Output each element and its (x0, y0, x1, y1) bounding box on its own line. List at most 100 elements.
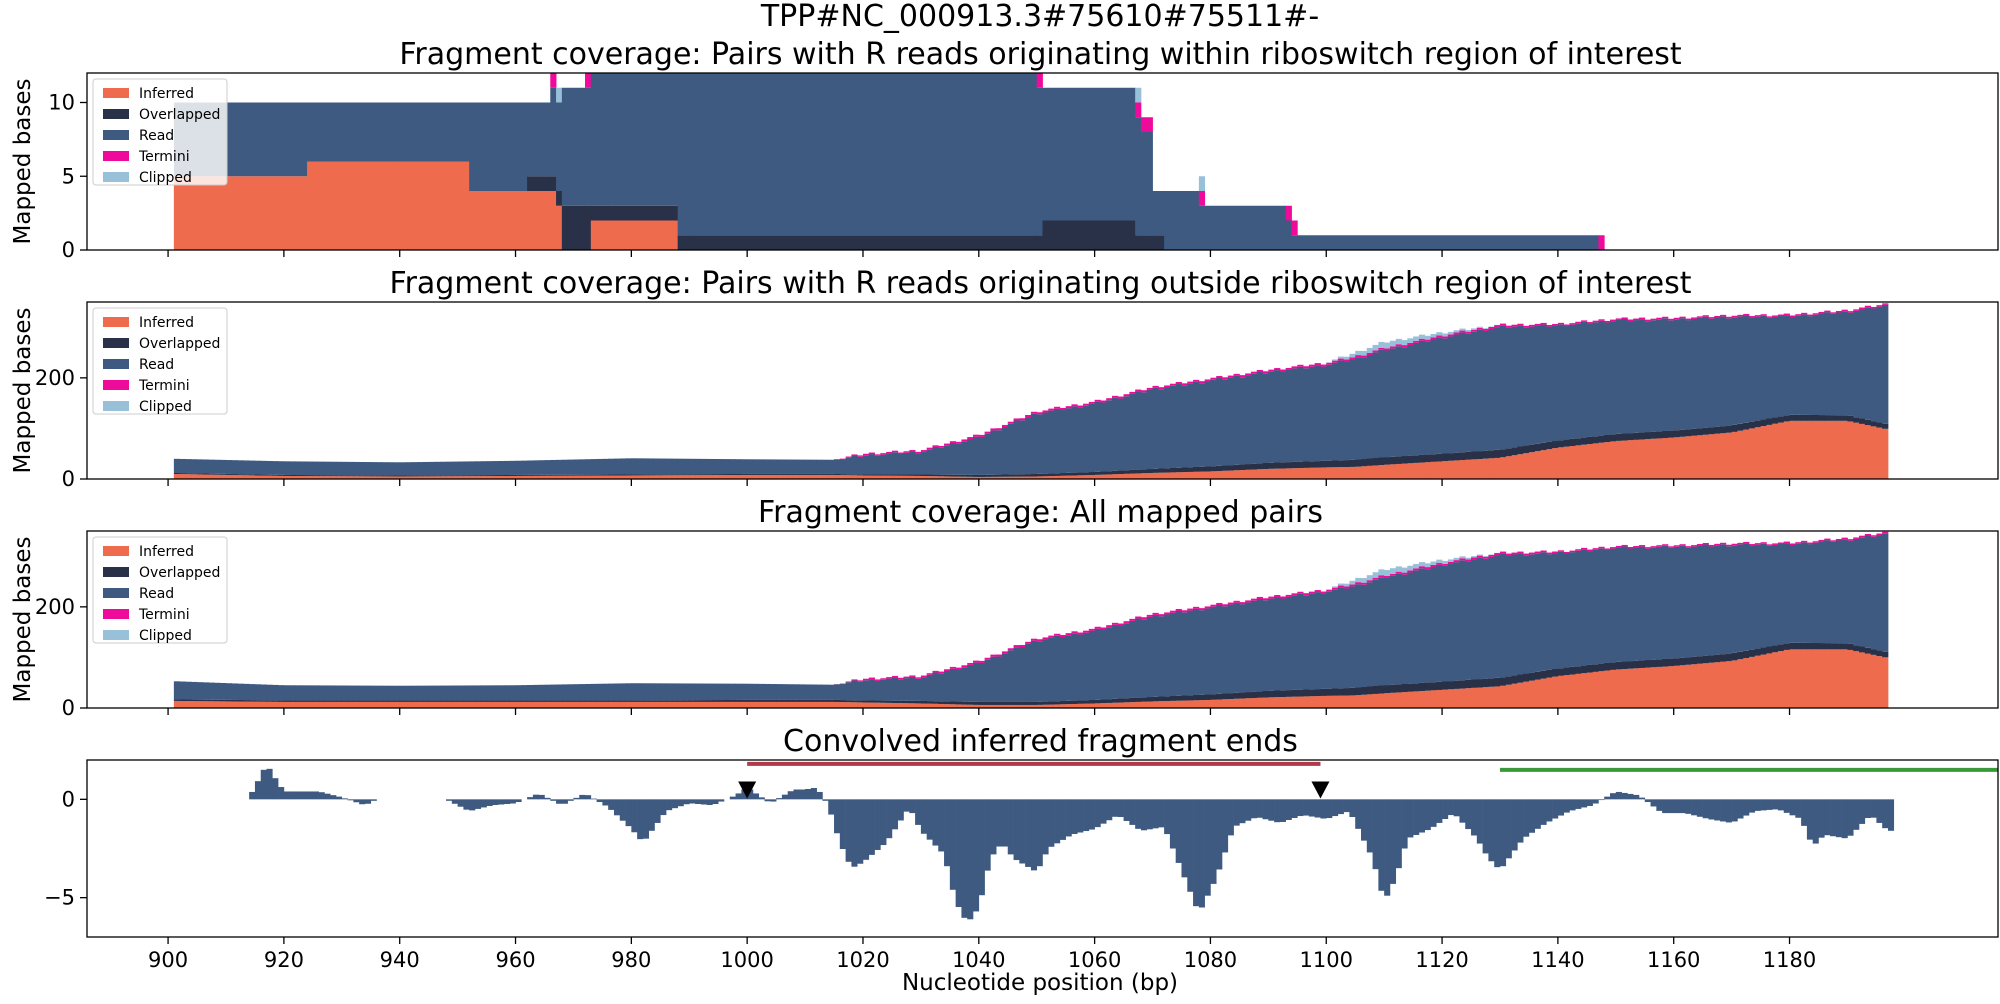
read-area (701, 459, 707, 474)
overlapped-area (1164, 696, 1170, 701)
read-area (840, 459, 846, 474)
read-area (1037, 88, 1043, 236)
inferred-area (1743, 658, 1749, 708)
coverage-step (1210, 605, 1216, 708)
overlapped-area (1784, 643, 1790, 650)
coverage-step (313, 462, 319, 479)
clipped-area (1454, 558, 1460, 560)
read-area (1755, 317, 1761, 421)
coverage-step (1292, 593, 1298, 708)
read-area (1436, 565, 1442, 682)
overlapped-area (1199, 695, 1205, 700)
convolved-bar (1847, 799, 1853, 835)
read-area (1257, 599, 1263, 691)
termini-area (1720, 543, 1726, 545)
coverage-step (1048, 409, 1054, 479)
coverage-step (1604, 548, 1610, 708)
inferred-area (1801, 649, 1807, 708)
read-area (753, 459, 759, 474)
read-area (1865, 535, 1871, 647)
coverage-step (1506, 554, 1512, 708)
overlapped-area (614, 475, 620, 476)
inferred-area (1465, 460, 1471, 479)
coverage-step (1095, 400, 1101, 479)
coverage-step (776, 459, 782, 479)
inferred-area (1349, 467, 1355, 479)
read-area (1604, 322, 1610, 434)
read-area (1349, 586, 1355, 687)
termini-area (1454, 333, 1460, 335)
termini-area (1158, 387, 1164, 389)
overlapped-area (197, 700, 203, 702)
inferred-area (1546, 449, 1552, 479)
overlapped-area (1598, 436, 1604, 443)
termini-area (904, 451, 910, 453)
overlapped-area (1037, 235, 1043, 250)
termini-area (1338, 359, 1344, 361)
termini-area (1535, 324, 1541, 326)
overlapped-area (1292, 690, 1298, 697)
clipped-area (1390, 568, 1396, 574)
coverage-step (979, 435, 985, 479)
termini-area (1315, 363, 1321, 365)
coverage-step (1726, 545, 1732, 708)
inferred-area (1517, 454, 1523, 479)
coverage-step (1373, 345, 1379, 479)
coverage-step (788, 460, 794, 479)
inferred-area (1500, 457, 1506, 479)
convolved-bar (1390, 799, 1396, 884)
inferred-area (1685, 436, 1691, 479)
read-area (197, 459, 203, 473)
convolved-bar (1274, 799, 1280, 822)
convolved-bar (1396, 799, 1402, 868)
coverage-step (1761, 314, 1767, 479)
overlapped-area (1749, 422, 1755, 429)
overlapped-area (1019, 702, 1025, 705)
inferred-area (608, 702, 614, 708)
overlapped-area (950, 475, 956, 477)
inferred-area (1680, 665, 1686, 708)
overlapped-area (1529, 673, 1535, 681)
overlapped-area (1222, 465, 1228, 470)
overlapped-area (365, 700, 371, 702)
overlapped-area (1280, 462, 1286, 468)
termini-area (1112, 396, 1118, 398)
coverage-step (423, 686, 429, 708)
inferred-area (1772, 424, 1778, 479)
coverage-step (724, 684, 730, 708)
overlapped-area (1587, 665, 1593, 673)
termini-area (1824, 539, 1830, 541)
convolved-bar (1089, 799, 1095, 829)
overlapped-area (475, 475, 481, 476)
termini-area (1106, 625, 1112, 627)
read-area (927, 449, 933, 474)
overlapped-area (1315, 689, 1321, 696)
overlapped-area (180, 699, 186, 701)
overlapped-area (226, 474, 232, 475)
read-area (272, 461, 278, 475)
coverage-step (353, 462, 359, 479)
coverage-step (1257, 597, 1263, 708)
termini-area (1732, 316, 1738, 318)
read-area (510, 685, 516, 700)
convolved-bar (846, 799, 852, 861)
read-area (655, 458, 661, 474)
termini-area (1147, 388, 1153, 390)
overlapped-area (1407, 684, 1413, 692)
coverage-step (278, 685, 284, 708)
coverage-step (846, 681, 852, 708)
coverage-step (481, 685, 487, 708)
read-area (678, 683, 684, 700)
coverage-step (249, 461, 255, 479)
legend-swatch-clipped (103, 172, 129, 182)
overlapped-area (1147, 697, 1153, 702)
overlapped-area (255, 700, 261, 702)
coverage-step (1014, 418, 1020, 479)
termini-area (1344, 586, 1350, 588)
read-area (1025, 417, 1031, 474)
termini-area (1268, 370, 1274, 372)
read-area (388, 686, 394, 701)
coverage-step (1216, 603, 1222, 708)
read-area (608, 684, 614, 701)
coverage-step (1523, 326, 1529, 479)
